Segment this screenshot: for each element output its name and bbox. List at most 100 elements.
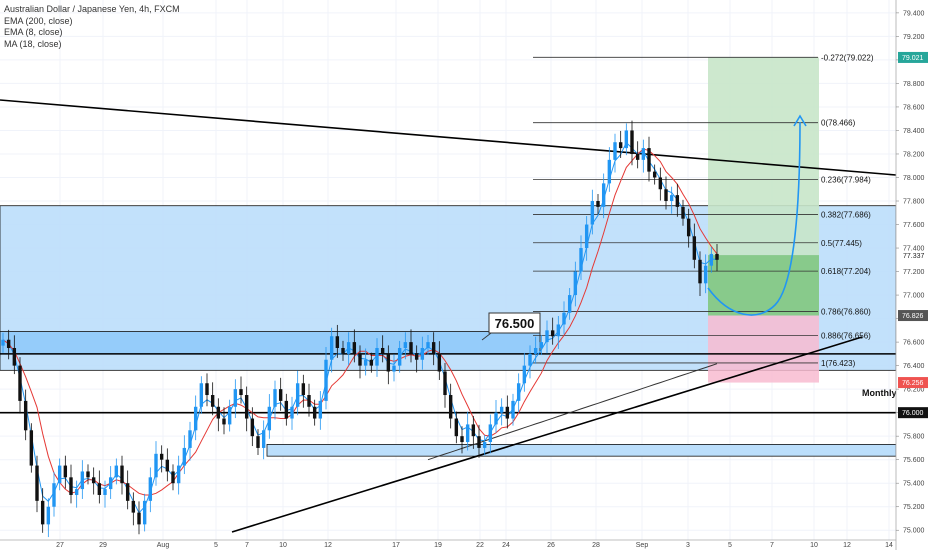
candle-body bbox=[80, 471, 85, 490]
time-tick-label: 28 bbox=[592, 542, 600, 549]
candle-body bbox=[40, 500, 45, 525]
time-tick-label: 17 bbox=[392, 542, 400, 549]
candle-body bbox=[409, 342, 413, 354]
price-tag-bg bbox=[898, 51, 928, 63]
candle-body bbox=[23, 400, 28, 431]
candle-body bbox=[182, 447, 187, 466]
candle-body bbox=[397, 347, 402, 366]
candle-body bbox=[318, 400, 323, 419]
candle-body bbox=[511, 400, 515, 419]
price-tick-label: 78.600 bbox=[903, 104, 925, 111]
candle-body bbox=[244, 395, 249, 419]
price-axis[interactable]: 79.40079.20079.00078.80078.60078.40078.2… bbox=[895, 0, 932, 550]
fib-label: 0.618(77.204) bbox=[821, 267, 871, 276]
candle-body bbox=[465, 424, 470, 443]
candle-body bbox=[63, 465, 68, 478]
time-tick-label: Sep bbox=[636, 542, 649, 549]
candle-body bbox=[159, 453, 164, 460]
candle-body bbox=[471, 424, 476, 437]
candle-body bbox=[675, 195, 680, 207]
price-tick-label: 78.400 bbox=[903, 128, 925, 135]
candle-body bbox=[131, 500, 136, 513]
candle-body bbox=[120, 465, 124, 484]
candle-body bbox=[669, 195, 674, 202]
candle-body bbox=[528, 353, 532, 366]
trend-lines[interactable] bbox=[0, 99, 897, 533]
candle-body bbox=[573, 271, 578, 296]
annotations: 76.500 Monthly bbox=[481, 312, 897, 398]
time-axis[interactable]: 27 29 Aug 5 7 10 12 17 19 22 24 26 28 Sep 3 5 7 10 12 14 bbox=[0, 539, 896, 549]
monthly-label: Monthly bbox=[862, 388, 897, 398]
candle-body bbox=[437, 353, 442, 372]
candle-body bbox=[210, 395, 215, 407]
candle-body bbox=[403, 342, 408, 348]
candle-body bbox=[239, 389, 243, 396]
price-tick-label: 77.000 bbox=[903, 293, 925, 300]
candle-body bbox=[341, 347, 345, 354]
price-tick-label: 79.400 bbox=[903, 10, 925, 17]
candle-body bbox=[307, 395, 311, 407]
projection-arrow[interactable] bbox=[707, 114, 807, 316]
candle-body bbox=[86, 471, 90, 478]
candle-body bbox=[324, 359, 328, 401]
time-tick-label: 10 bbox=[279, 542, 287, 549]
price-tick-label: 78.800 bbox=[903, 81, 925, 88]
time-tick-label: 7 bbox=[770, 542, 774, 549]
fib-label: 0.382(77.686) bbox=[821, 210, 871, 219]
candle-body bbox=[278, 389, 283, 401]
candle-body bbox=[256, 436, 260, 448]
level-box bbox=[488, 312, 541, 334]
candle-body bbox=[29, 430, 34, 466]
candle-body bbox=[550, 330, 555, 337]
candle-body bbox=[142, 500, 147, 525]
candle-body bbox=[335, 336, 340, 348]
candle-body bbox=[171, 471, 175, 484]
time-tick-label: Aug bbox=[157, 542, 170, 549]
price-tick-label: 77.600 bbox=[903, 222, 925, 229]
price-axis-bg bbox=[896, 0, 932, 550]
time-tick-label: 3 bbox=[686, 542, 690, 549]
candle-body bbox=[250, 418, 255, 437]
candle-body bbox=[431, 342, 436, 354]
candle-body bbox=[460, 436, 464, 443]
candle-body bbox=[630, 130, 634, 154]
price-tick-label: 75.200 bbox=[903, 504, 925, 511]
price-tick-label: 77.400 bbox=[903, 246, 925, 253]
candles bbox=[1, 120, 719, 538]
fib-label: 0(78.466) bbox=[821, 119, 856, 128]
time-tick-label: 24 bbox=[502, 542, 510, 549]
legend-ema8: EMA (8, close) bbox=[4, 27, 63, 37]
long-position-tool[interactable] bbox=[708, 57, 819, 383]
candle-body bbox=[647, 148, 651, 172]
candle-body bbox=[193, 406, 198, 431]
legend-symbol: Australian Dollar / Japanese Yen, 4h, FX… bbox=[4, 4, 180, 14]
candle-body bbox=[312, 406, 317, 419]
horizontal-lines[interactable] bbox=[0, 353, 896, 414]
candle-body bbox=[698, 259, 702, 284]
candle-body bbox=[290, 406, 294, 419]
time-tick-label: 12 bbox=[324, 542, 332, 549]
candle-body bbox=[596, 201, 600, 207]
candle-body bbox=[516, 383, 521, 401]
candle-body bbox=[624, 130, 629, 149]
candle-body bbox=[261, 430, 266, 448]
price-tick-label: 79.200 bbox=[903, 34, 925, 41]
candle-body bbox=[522, 365, 527, 384]
candle-body bbox=[494, 412, 498, 425]
candle-body bbox=[380, 347, 385, 354]
fib-label: -0.272(79.022) bbox=[821, 53, 874, 62]
candle-body bbox=[443, 371, 447, 396]
fib-label: 1(76.423) bbox=[821, 359, 856, 368]
candle-body bbox=[477, 436, 481, 448]
zone-1 bbox=[0, 331, 541, 355]
fib-label: 0.236(77.984) bbox=[821, 175, 871, 184]
candle-body bbox=[664, 189, 668, 202]
candle-body bbox=[199, 383, 204, 407]
time-tick-label: 27 bbox=[56, 542, 64, 549]
candle-body bbox=[709, 253, 714, 266]
candle-body bbox=[12, 347, 17, 366]
price-tag-text: 79.021 bbox=[902, 55, 924, 62]
candle-body bbox=[556, 324, 561, 337]
candle-body bbox=[358, 353, 362, 366]
